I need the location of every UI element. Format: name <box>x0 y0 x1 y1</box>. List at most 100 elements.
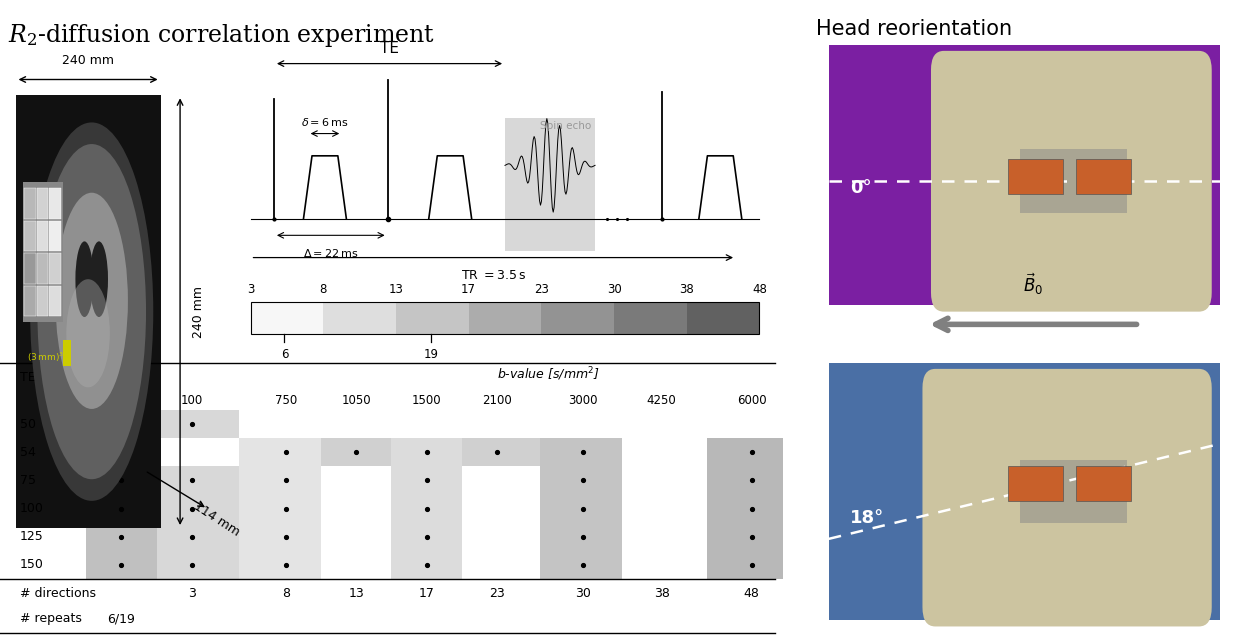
Bar <box>63 340 72 366</box>
Text: Tilted: Tilted <box>984 369 1057 389</box>
Ellipse shape <box>30 122 153 501</box>
Bar <box>157 410 239 579</box>
Text: 114 mm: 114 mm <box>192 499 243 539</box>
Text: 1500: 1500 <box>412 394 441 407</box>
Text: 2100: 2100 <box>482 394 512 407</box>
Bar <box>392 410 462 438</box>
Text: 38: 38 <box>653 586 670 600</box>
Bar <box>23 182 63 322</box>
Text: 54: 54 <box>20 446 36 459</box>
Bar <box>49 253 60 284</box>
Text: TE: TE <box>380 41 399 56</box>
Text: # directions: # directions <box>20 586 96 600</box>
Bar <box>687 302 760 334</box>
Bar <box>239 410 321 579</box>
Text: 8: 8 <box>282 586 290 600</box>
Bar <box>321 551 392 579</box>
Text: 1050: 1050 <box>342 394 371 407</box>
Text: 13: 13 <box>349 586 364 600</box>
Bar <box>37 253 48 284</box>
Text: 6/19: 6/19 <box>107 612 136 625</box>
Bar <box>829 363 1221 620</box>
Text: 240 mm: 240 mm <box>62 54 115 67</box>
Text: 125: 125 <box>20 530 43 543</box>
Bar <box>506 118 596 251</box>
Bar <box>540 410 623 438</box>
Bar <box>1007 159 1063 194</box>
Text: 19: 19 <box>424 348 439 361</box>
Text: $\delta = 6\,\mathrm{ms}$: $\delta = 6\,\mathrm{ms}$ <box>301 116 349 128</box>
Bar <box>25 286 36 316</box>
Text: 8: 8 <box>319 283 327 296</box>
Text: 6: 6 <box>281 348 289 361</box>
Text: # repeats: # repeats <box>20 612 81 625</box>
Text: 3: 3 <box>187 586 196 600</box>
Bar <box>37 188 48 219</box>
Bar <box>1021 459 1127 523</box>
Ellipse shape <box>75 241 94 317</box>
Text: 30: 30 <box>607 283 621 296</box>
Bar <box>396 302 469 334</box>
Bar <box>49 221 60 251</box>
Text: 17: 17 <box>419 586 435 600</box>
Bar <box>707 410 797 438</box>
Text: $\Delta = 22\,\mathrm{ms}$: $\Delta = 22\,\mathrm{ms}$ <box>303 247 359 259</box>
Bar <box>16 95 160 528</box>
Text: 13: 13 <box>388 283 403 296</box>
Text: 0: 0 <box>117 394 125 407</box>
Ellipse shape <box>67 279 110 387</box>
Bar <box>321 466 392 495</box>
Bar <box>469 302 541 334</box>
Bar <box>614 302 687 334</box>
Bar <box>86 410 157 579</box>
Bar <box>49 286 60 316</box>
FancyBboxPatch shape <box>931 51 1212 312</box>
Ellipse shape <box>37 144 145 480</box>
Text: 17: 17 <box>461 283 476 296</box>
Text: Spin echo: Spin echo <box>540 121 591 131</box>
Text: 4250: 4250 <box>647 394 677 407</box>
Text: 48: 48 <box>743 586 760 600</box>
Text: $R_2$-diffusion correlation experiment: $R_2$-diffusion correlation experiment <box>7 22 435 49</box>
Bar <box>323 302 396 334</box>
Ellipse shape <box>55 193 128 409</box>
Bar <box>462 495 540 523</box>
Text: 6000: 6000 <box>737 394 767 407</box>
Bar <box>541 302 614 334</box>
Text: 75: 75 <box>20 474 36 487</box>
Text: 30: 30 <box>576 586 592 600</box>
Bar <box>157 438 239 466</box>
Text: $b$-value [s/mm$^2$]: $b$-value [s/mm$^2$] <box>497 366 599 384</box>
Ellipse shape <box>90 241 109 317</box>
Text: 100: 100 <box>181 394 203 407</box>
Bar <box>1007 466 1063 501</box>
Bar <box>462 523 540 551</box>
Bar <box>462 410 540 438</box>
Bar <box>1021 149 1127 213</box>
Bar <box>25 188 36 219</box>
Bar <box>392 410 462 579</box>
Bar <box>462 466 540 495</box>
Bar <box>321 410 392 438</box>
Text: TE [ms]: TE [ms] <box>20 370 68 383</box>
Bar <box>540 410 623 579</box>
Bar <box>239 410 321 438</box>
Bar <box>462 410 540 579</box>
Text: 0°: 0° <box>851 179 872 197</box>
Text: 750: 750 <box>275 394 297 407</box>
Bar <box>623 410 707 438</box>
Bar <box>321 495 392 523</box>
Bar <box>623 551 707 579</box>
Bar <box>25 253 36 284</box>
Text: 150: 150 <box>20 558 43 571</box>
Text: 48: 48 <box>752 283 767 296</box>
Bar <box>37 221 48 251</box>
Bar <box>37 286 48 316</box>
Bar <box>1075 159 1131 194</box>
Text: 3: 3 <box>247 283 254 296</box>
Bar <box>707 410 797 579</box>
Text: 38: 38 <box>679 283 694 296</box>
FancyBboxPatch shape <box>922 369 1212 626</box>
Text: 3000: 3000 <box>568 394 598 407</box>
Text: $(3\,\mathrm{mm})^3$: $(3\,\mathrm{mm})^3$ <box>27 350 64 364</box>
